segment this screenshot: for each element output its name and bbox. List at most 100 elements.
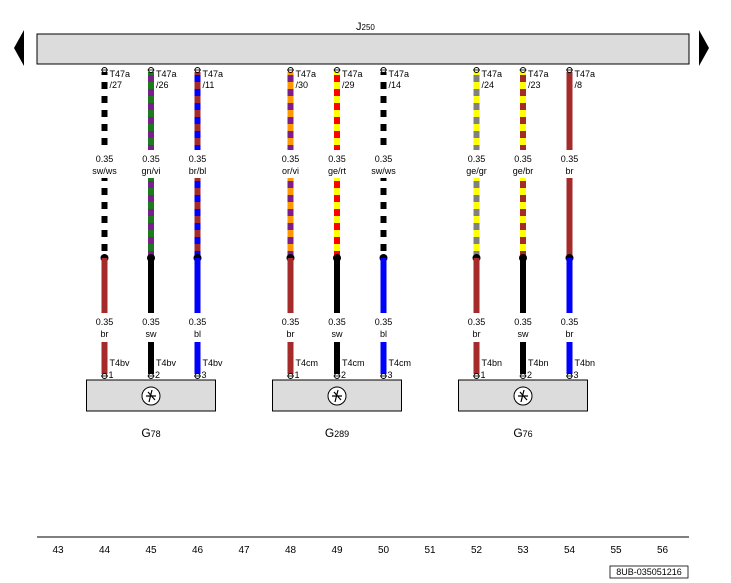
- top-connector: T47a: [296, 69, 317, 79]
- right-arrow-icon[interactable]: [699, 30, 709, 66]
- wire-45[interactable]: T47a/26 0.35 gn/vi 0.35 sw T4bv 2: [141, 67, 177, 381]
- wire-48[interactable]: T47a/30 0.35 or/vi 0.35 br T4cm 1: [282, 67, 318, 381]
- wire-top-segment-stripe: [287, 145, 294, 150]
- wire-top-segment-stripe: [287, 131, 294, 138]
- ecu-label: J250: [356, 21, 375, 33]
- wire-50[interactable]: T47a/14 0.35 sw/ws 0.35 bl T4cm 3: [371, 67, 411, 381]
- component-name: G: [513, 426, 522, 440]
- wire-mid-segment-stripe: [287, 195, 294, 202]
- wire-top-segment-stripe: [334, 131, 340, 138]
- wire-49[interactable]: T47a/29 0.35 ge/rt 0.35 sw T4cm 2: [328, 67, 365, 381]
- wire-top-segment-stripe: [520, 131, 526, 138]
- wire-mid-segment-stripe: [194, 195, 201, 202]
- wire-bottom-segment: [101, 342, 108, 374]
- grid-number: 51: [424, 545, 436, 556]
- wire-top-segment-stripe: [287, 75, 294, 82]
- wire-top-segment-stripe: [380, 75, 387, 82]
- bottom-pin-number: 1: [295, 370, 300, 380]
- component-name: G: [141, 426, 150, 440]
- wire-mid-segment-stripe: [334, 237, 340, 244]
- wire-top-segment-stripe: [473, 145, 480, 150]
- wire-top-segment-base: [287, 72, 294, 150]
- wire-top-segment-stripe: [473, 103, 480, 110]
- wire-mid-segment-stripe: [148, 237, 154, 244]
- bottom-connector: T4bv: [156, 358, 177, 368]
- wire-lower-segment: [473, 258, 480, 313]
- wire-lower-segment: [194, 258, 201, 313]
- top-pin-number: /14: [389, 80, 402, 90]
- top-connector: T47a: [156, 69, 177, 79]
- wire-mid-segment-stripe: [473, 181, 480, 188]
- wire-46[interactable]: T47a/11 0.35 br/bl 0.35 bl T4bv 3: [189, 67, 223, 381]
- wire-top-segment-stripe: [380, 145, 387, 150]
- component-name: G: [325, 426, 334, 440]
- wire-bottom-segment: [520, 342, 526, 374]
- doc-id: 8UB-035051216: [616, 567, 682, 577]
- grid-number: 46: [192, 545, 204, 556]
- grid-number: 52: [471, 545, 483, 556]
- wire-size-top: 0.35: [328, 154, 346, 164]
- wire-mid-segment-stripe: [473, 195, 480, 202]
- wire-top-segment-stripe: [520, 89, 526, 96]
- wire-top-segment-stripe: [194, 89, 201, 96]
- wire-top-segment-base: [380, 72, 387, 150]
- wire-color-top: br: [565, 166, 573, 176]
- grid-number: 45: [145, 545, 157, 556]
- grid-numbers: 43 44 45 46 47 48 49 50 51 52 53 54 55 56: [52, 545, 668, 556]
- component-label: G289: [325, 426, 349, 440]
- top-pin-number: /8: [575, 80, 583, 90]
- wire-size-top: 0.35: [514, 154, 532, 164]
- top-pin-number: /29: [342, 80, 355, 90]
- bottom-connector: T4bn: [528, 358, 549, 368]
- wire-color-top: ge/gr: [466, 166, 487, 176]
- wire-53[interactable]: T47a/23 0.35 ge/br 0.35 sw T4bn 2: [513, 67, 549, 381]
- top-pin-number: /23: [528, 80, 541, 90]
- wire-mid-segment-stripe: [194, 209, 201, 216]
- wire-size-top: 0.35: [142, 154, 160, 164]
- top-pin-number: /24: [482, 80, 495, 90]
- wire-mid-segment-stripe: [520, 237, 526, 244]
- wire-top-segment-stripe: [148, 103, 154, 110]
- wire-mid-segment-stripe: [520, 181, 526, 188]
- wire-mid-segment-base: [287, 178, 294, 258]
- bottom-pin-number: 1: [481, 370, 486, 380]
- wire-color-bottom: br: [565, 329, 573, 339]
- wire-mid-segment-stripe: [194, 237, 201, 244]
- wire-top-segment-stripe: [101, 131, 108, 138]
- wire-top-segment-stripe: [287, 103, 294, 110]
- wire-top-segment-stripe: [520, 75, 526, 82]
- left-arrow-icon[interactable]: [14, 30, 24, 66]
- wire-mid-segment-base: [334, 178, 340, 258]
- wire-size-top: 0.35: [561, 154, 579, 164]
- wire-mid-segment-stripe: [380, 195, 387, 202]
- wire-mid-segment-stripe: [287, 209, 294, 216]
- grid-number: 47: [238, 545, 250, 556]
- wire-size-top: 0.35: [375, 154, 393, 164]
- wire-color-bottom: br: [100, 329, 108, 339]
- wire-top-segment-stripe: [287, 117, 294, 124]
- wire-size-bottom: 0.35: [468, 317, 486, 327]
- wire-lower-segment: [520, 258, 526, 313]
- wire-top-segment-stripe: [473, 131, 480, 138]
- sensor-G76[interactable]: G76: [458, 379, 588, 440]
- wire-top-segment-stripe: [334, 75, 340, 82]
- wire-top-segment-base: [473, 72, 480, 150]
- wire-color-top: br/bl: [189, 166, 207, 176]
- wire-mid-segment-stripe: [101, 223, 108, 230]
- wire-mid-segment-stripe: [287, 181, 294, 188]
- sensor-G78[interactable]: G78: [86, 379, 216, 440]
- component-subscript: 76: [523, 429, 533, 439]
- wire-lower-segment: [334, 258, 340, 313]
- wire-bottom-segment: [194, 342, 201, 374]
- wire-44[interactable]: T47a/27 0.35 sw/ws 0.35 br T4bv 1: [92, 67, 130, 381]
- wire-top-segment-stripe: [334, 103, 340, 110]
- component-label: G78: [141, 426, 160, 440]
- sensor-G289[interactable]: G289: [272, 379, 402, 440]
- wire-lower-segment: [566, 258, 573, 313]
- wire-color-bottom: sw: [146, 329, 158, 339]
- wire-52[interactable]: T47a/24 0.35 ge/gr 0.35 br T4bn 1: [466, 67, 502, 381]
- grid-number: 55: [610, 545, 622, 556]
- wire-54[interactable]: T47a/8 0.35 br 0.35 br T4bn 3: [561, 67, 595, 381]
- component-label: G76: [513, 426, 532, 440]
